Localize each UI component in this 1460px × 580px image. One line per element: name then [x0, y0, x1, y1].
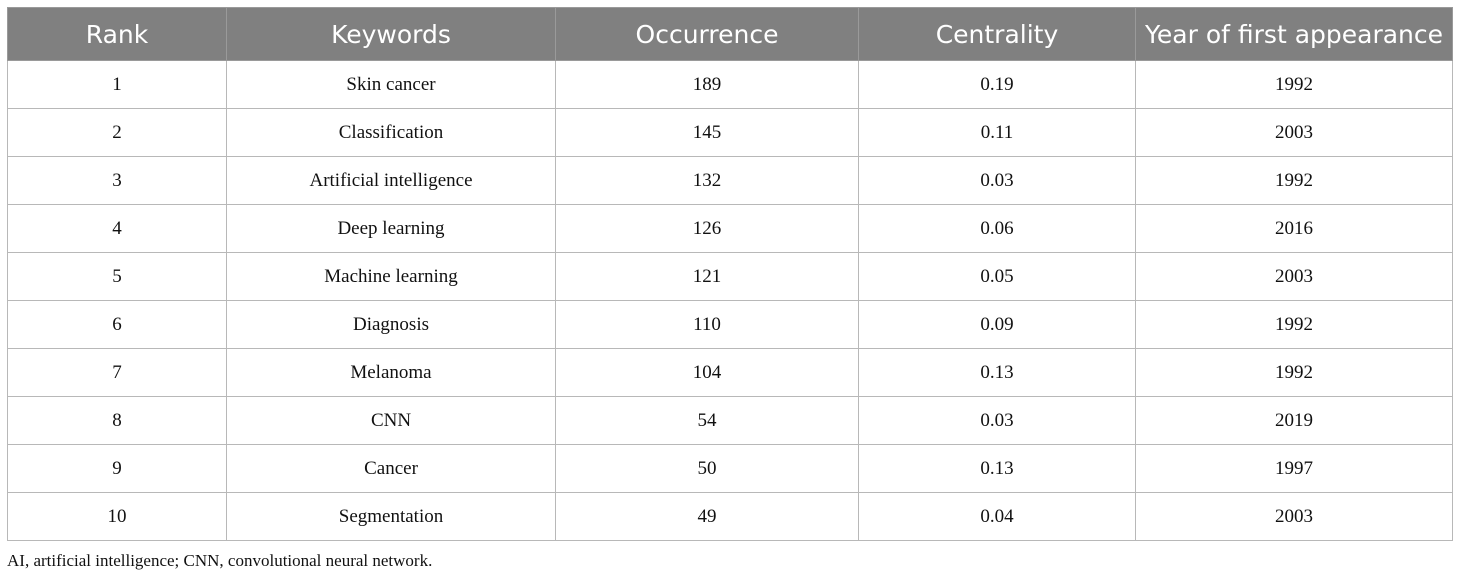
table-row: 2 Classification 145 0.11 2003 — [7, 108, 1453, 157]
cell-centrality: 0.13 — [858, 348, 1136, 397]
table-body: 1 Skin cancer 189 0.19 1992 2 Classification 14… — [7, 60, 1453, 541]
table-row: 10 Segmentation 49 0.04 2003 — [7, 492, 1453, 541]
cell-occurrence: 121 — [555, 252, 859, 301]
cell-year: 2003 — [1135, 492, 1453, 541]
table-row: 1 Skin cancer 189 0.19 1992 — [7, 60, 1453, 109]
cell-occurrence: 132 — [555, 156, 859, 205]
cell-year: 2003 — [1135, 252, 1453, 301]
cell-keyword: Machine learning — [226, 252, 556, 301]
table-row: 7 Melanoma 104 0.13 1992 — [7, 348, 1453, 397]
cell-year: 2003 — [1135, 108, 1453, 157]
cell-centrality: 0.06 — [858, 204, 1136, 253]
cell-occurrence: 126 — [555, 204, 859, 253]
cell-rank: 2 — [7, 108, 227, 157]
header-keywords: Keywords — [226, 7, 556, 61]
cell-rank: 6 — [7, 300, 227, 349]
cell-keyword: CNN — [226, 396, 556, 445]
keywords-table-container: Rank Keywords Occurrence Centrality Year… — [7, 7, 1453, 541]
header-occurrence: Occurrence — [555, 7, 859, 61]
cell-keyword: Deep learning — [226, 204, 556, 253]
cell-centrality: 0.03 — [858, 156, 1136, 205]
cell-occurrence: 54 — [555, 396, 859, 445]
table-row: 5 Machine learning 121 0.05 2003 — [7, 252, 1453, 301]
table-row: 6 Diagnosis 110 0.09 1992 — [7, 300, 1453, 349]
table-row: 8 CNN 54 0.03 2019 — [7, 396, 1453, 445]
cell-rank: 10 — [7, 492, 227, 541]
cell-occurrence: 49 — [555, 492, 859, 541]
header-year-of-first-appearance: Year of first appearance — [1135, 7, 1453, 61]
cell-rank: 8 — [7, 396, 227, 445]
cell-rank: 3 — [7, 156, 227, 205]
cell-centrality: 0.13 — [858, 444, 1136, 493]
table-row: 4 Deep learning 126 0.06 2016 — [7, 204, 1453, 253]
cell-rank: 4 — [7, 204, 227, 253]
cell-centrality: 0.04 — [858, 492, 1136, 541]
table-header-row: Rank Keywords Occurrence Centrality Year… — [7, 7, 1453, 61]
cell-keyword: Cancer — [226, 444, 556, 493]
cell-year: 1992 — [1135, 300, 1453, 349]
cell-rank: 1 — [7, 60, 227, 109]
cell-occurrence: 104 — [555, 348, 859, 397]
cell-keyword: Artificial intelligence — [226, 156, 556, 205]
cell-occurrence: 189 — [555, 60, 859, 109]
cell-year: 1992 — [1135, 156, 1453, 205]
cell-year: 1997 — [1135, 444, 1453, 493]
cell-keyword: Segmentation — [226, 492, 556, 541]
cell-centrality: 0.09 — [858, 300, 1136, 349]
cell-year: 1992 — [1135, 60, 1453, 109]
table-row: 3 Artificial intelligence 132 0.03 1992 — [7, 156, 1453, 205]
cell-year: 2019 — [1135, 396, 1453, 445]
cell-keyword: Melanoma — [226, 348, 556, 397]
cell-year: 1992 — [1135, 348, 1453, 397]
cell-centrality: 0.19 — [858, 60, 1136, 109]
cell-centrality: 0.05 — [858, 252, 1136, 301]
cell-keyword: Classification — [226, 108, 556, 157]
cell-rank: 9 — [7, 444, 227, 493]
cell-rank: 7 — [7, 348, 227, 397]
cell-year: 2016 — [1135, 204, 1453, 253]
cell-keyword: Diagnosis — [226, 300, 556, 349]
header-rank: Rank — [7, 7, 227, 61]
cell-centrality: 0.11 — [858, 108, 1136, 157]
cell-occurrence: 110 — [555, 300, 859, 349]
table-row: 9 Cancer 50 0.13 1997 — [7, 444, 1453, 493]
keywords-table: Rank Keywords Occurrence Centrality Year… — [7, 7, 1453, 541]
cell-centrality: 0.03 — [858, 396, 1136, 445]
cell-rank: 5 — [7, 252, 227, 301]
cell-occurrence: 145 — [555, 108, 859, 157]
table-footnote: AI, artificial intelligence; CNN, convol… — [7, 551, 433, 570]
cell-occurrence: 50 — [555, 444, 859, 493]
cell-keyword: Skin cancer — [226, 60, 556, 109]
header-centrality: Centrality — [858, 7, 1136, 61]
